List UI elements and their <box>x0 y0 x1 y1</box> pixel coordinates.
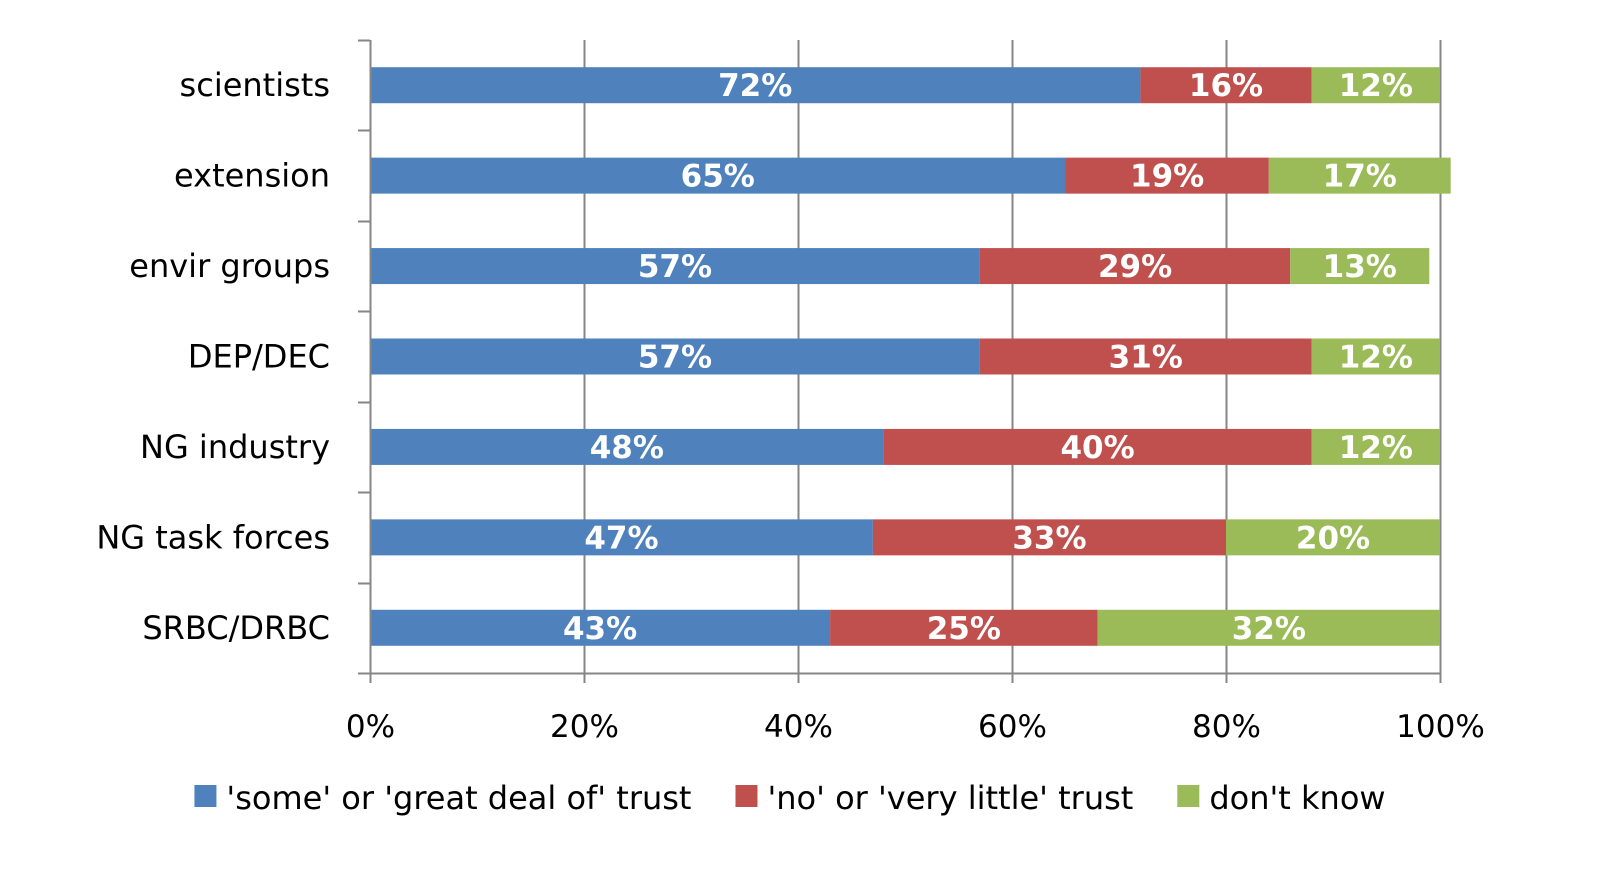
x-tick-label: 60% <box>978 709 1047 745</box>
x-tick-label: 0% <box>346 709 395 745</box>
legend-swatch <box>194 785 217 807</box>
axes <box>358 39 1442 683</box>
bar-segment <box>979 338 1312 375</box>
bar-segment <box>370 248 980 285</box>
bar-segment <box>1226 519 1440 556</box>
bar-segment <box>1268 157 1451 194</box>
legend-item: 'some' or 'great deal of' trust <box>194 779 691 817</box>
x-tick-label: 20% <box>550 709 619 745</box>
bar-segment <box>370 157 1066 194</box>
bar-segment <box>370 519 873 556</box>
data-label: 31% <box>1109 340 1183 376</box>
data-label: 29% <box>1098 249 1172 285</box>
legend-label: don't know <box>1209 779 1385 817</box>
legend-item: don't know <box>1177 779 1386 817</box>
category-label: extension <box>174 157 330 195</box>
category-label: NG task forces <box>96 518 330 556</box>
bar-segment <box>1065 157 1269 194</box>
bar-segment <box>872 519 1226 556</box>
legend-item: 'no' or 'very little' trust <box>735 779 1133 817</box>
data-label: 12% <box>1339 68 1413 104</box>
data-label: 48% <box>590 430 664 466</box>
data-label: 19% <box>1130 159 1204 195</box>
data-label: 65% <box>681 159 755 195</box>
x-tick-label: 80% <box>1192 709 1261 745</box>
category-labels: scientists extension envir groups DEP/DEC NG… <box>96 66 330 647</box>
category-label: SRBC/DRBC <box>142 609 330 647</box>
data-label: 40% <box>1060 430 1134 466</box>
bar-segment <box>370 609 831 646</box>
bar-segment <box>370 428 884 465</box>
bar-segment <box>1311 428 1440 465</box>
data-label: 20% <box>1296 520 1370 556</box>
legend-swatch <box>735 785 758 807</box>
data-label: 57% <box>638 340 712 376</box>
data-label: 43% <box>563 611 637 647</box>
data-label: 57% <box>638 249 712 285</box>
bar-segment <box>370 67 1141 104</box>
bar-segment <box>1097 609 1440 646</box>
category-label: envir groups <box>129 247 330 285</box>
bar-segment <box>1311 67 1440 104</box>
data-label: 72% <box>718 68 792 104</box>
legend-label: 'some' or 'great deal of' trust <box>226 779 691 817</box>
legend-swatch <box>1177 785 1200 807</box>
data-label: 47% <box>584 520 658 556</box>
legend: 'some' or 'great deal of' trust 'no' or '… <box>194 779 1386 817</box>
bars: 72% 16% 12% 65% 19% 17% 57% 29% 13% 57% 31% 12% 48% 4… <box>370 67 1451 647</box>
bar-segment <box>883 428 1312 465</box>
x-tick-label: 40% <box>764 709 833 745</box>
data-label: 33% <box>1012 520 1086 556</box>
data-label: 25% <box>927 611 1001 647</box>
category-label: NG industry <box>140 428 330 466</box>
x-tick-labels: 0% 20% 40% 60% 80% 100% <box>346 709 1485 745</box>
data-label: 16% <box>1189 68 1263 104</box>
data-label: 12% <box>1339 430 1413 466</box>
data-label: 12% <box>1339 340 1413 376</box>
bar-segment <box>1140 67 1312 104</box>
data-label: 17% <box>1323 159 1397 195</box>
bar-segment <box>830 609 1098 646</box>
x-tick-label: 100% <box>1396 709 1485 745</box>
category-label: DEP/DEC <box>188 338 330 376</box>
bar-segment <box>370 338 980 375</box>
bar-segment <box>979 248 1291 285</box>
data-label: 32% <box>1232 611 1306 647</box>
bar-segment <box>1290 248 1430 285</box>
bar-segment <box>1311 338 1440 375</box>
data-label: 13% <box>1323 249 1397 285</box>
legend-label: 'no' or 'very little' trust <box>767 779 1133 817</box>
category-label: scientists <box>180 66 330 104</box>
